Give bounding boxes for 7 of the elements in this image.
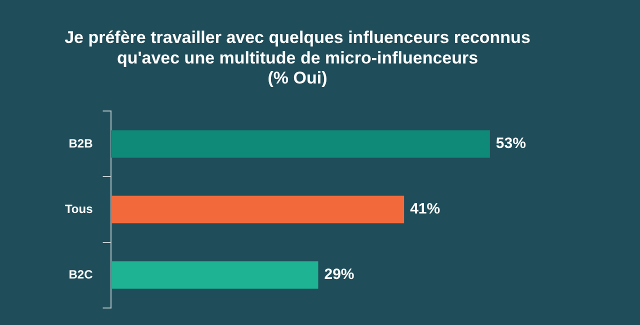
data-label: 29%: [324, 266, 354, 284]
data-label: 53%: [496, 135, 526, 152]
y-tick-label: B2B: [68, 136, 94, 150]
y-tick-label: B2C: [68, 267, 94, 282]
y-tick-label: Tous: [64, 202, 94, 216]
chart-title: Je préfère travailler avec quelques influenceurs reconnus qu'avec une multitude de micro-influenceurs (% Oui): [64, 28, 530, 88]
data-label: 41%: [410, 200, 440, 218]
